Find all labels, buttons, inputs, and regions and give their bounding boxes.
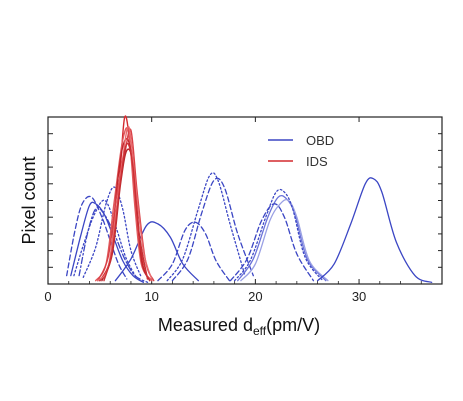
legend: OBD IDS xyxy=(268,133,334,169)
x-axis-title: Measured deff(pm/V) xyxy=(158,315,320,338)
x-axis-title-subscript: eff xyxy=(253,324,267,338)
x-tick-label: 0 xyxy=(44,289,51,304)
series-line-obd xyxy=(73,199,137,278)
series-line-obd xyxy=(114,221,199,282)
plot-area: 0 10 20 30 xyxy=(44,116,443,304)
series-line-obd xyxy=(233,188,324,282)
series-line-obd xyxy=(82,186,142,278)
series-line-obd xyxy=(157,221,231,282)
series-line-obd xyxy=(166,172,246,282)
series-line-obd xyxy=(316,177,433,283)
series-line-obd xyxy=(240,198,329,282)
legend-label-obd: OBD xyxy=(306,133,334,148)
axes-labels: Pixel count Measured deff(pm/V) xyxy=(19,156,320,338)
series-line-obd xyxy=(78,207,149,283)
series-line-obd xyxy=(229,203,315,282)
series-line-obd xyxy=(171,177,254,282)
x-axis-title-unit: (pm/V) xyxy=(266,315,320,335)
series-line-obd xyxy=(237,194,327,282)
series-line-ids xyxy=(103,142,149,282)
x-tick-label: 20 xyxy=(248,289,262,304)
y-axis-title: Pixel count xyxy=(19,156,39,244)
series-line-obd xyxy=(66,195,128,280)
x-tick-label: 30 xyxy=(352,289,366,304)
legend-label-ids: IDS xyxy=(306,154,328,169)
series-layer xyxy=(66,115,433,283)
x-axis-title-main: Measured d xyxy=(158,315,253,335)
x-tick-label: 10 xyxy=(144,289,158,304)
